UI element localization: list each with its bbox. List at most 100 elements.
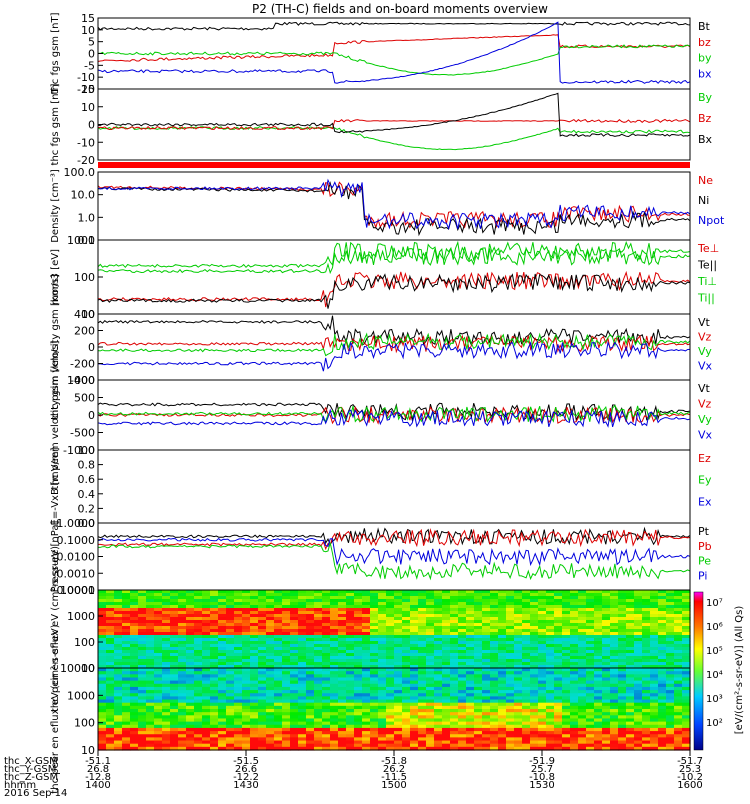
heatmap-cell <box>490 644 499 648</box>
series-line-Bt <box>97 21 691 31</box>
heatmap-cell <box>298 647 307 651</box>
heatmap-cell <box>306 644 315 648</box>
heatmap-cell <box>242 721 251 726</box>
heatmap-cell <box>178 696 187 701</box>
heatmap-cell <box>450 614 459 618</box>
y-tick-label: 0.0010 <box>57 567 96 580</box>
heatmap-cell <box>170 614 179 618</box>
heatmap-cell <box>490 686 499 691</box>
heatmap-cell <box>466 680 475 685</box>
heatmap-cell <box>122 653 131 657</box>
heatmap-cell <box>170 686 179 691</box>
heatmap-cell <box>498 659 507 663</box>
heatmap-cell <box>530 593 539 597</box>
heatmap-cell <box>154 731 163 735</box>
heatmap-cell <box>554 623 563 627</box>
heatmap-cell <box>362 620 371 624</box>
heatmap-cell <box>610 614 619 618</box>
heatmap-cell <box>202 599 211 603</box>
heatmap-cell <box>146 626 155 630</box>
heatmap-cell <box>242 596 251 600</box>
heatmap-cell <box>234 659 243 663</box>
heatmap-cell <box>386 611 395 615</box>
heatmap-cell <box>538 715 547 720</box>
heatmap-cell <box>114 702 123 707</box>
heatmap-cell <box>274 696 283 701</box>
heatmap-cell <box>338 593 347 597</box>
heatmap-cell <box>138 590 147 594</box>
heatmap-cell <box>530 671 539 675</box>
heatmap-cell <box>330 731 339 735</box>
heatmap-cell <box>634 690 643 694</box>
heatmap-cell <box>626 677 635 682</box>
heatmap-cell <box>330 626 339 630</box>
heatmap-cell <box>194 647 203 651</box>
heatmap-cell <box>490 638 499 642</box>
heatmap-cell <box>482 721 491 726</box>
heatmap-cell <box>426 620 435 624</box>
heatmap-cell <box>626 611 635 615</box>
heatmap-cell <box>514 674 523 679</box>
heatmap-cell <box>610 647 619 651</box>
heatmap-cell <box>106 718 115 723</box>
heatmap-cell <box>434 632 443 636</box>
heatmap-cell <box>658 674 667 679</box>
heatmap-cell <box>322 740 331 745</box>
heatmap-cell <box>546 638 555 642</box>
heatmap-cell <box>618 696 627 701</box>
heatmap-cell <box>674 677 683 682</box>
heatmap-cell <box>602 599 611 603</box>
heatmap-cell <box>290 653 299 657</box>
heatmap-cell <box>658 665 667 669</box>
heatmap-cell <box>98 696 107 701</box>
heatmap-cell <box>274 626 283 630</box>
heatmap-cell <box>290 705 299 710</box>
heatmap-cell <box>298 590 307 594</box>
heatmap-cell <box>194 721 203 726</box>
heatmap-cell <box>298 727 307 732</box>
heatmap-cell <box>298 632 307 636</box>
heatmap-cell <box>122 659 131 663</box>
y-axis-label: thc peir en eflux eV (cm²-s-sr-eV) <box>50 546 61 712</box>
heatmap-cell <box>234 668 243 672</box>
heatmap-cell <box>290 590 299 594</box>
heatmap-cell <box>682 599 691 603</box>
heatmap-cell <box>554 611 563 615</box>
heatmap-cell <box>170 608 179 612</box>
heatmap-cell <box>394 743 403 748</box>
heatmap-cell <box>122 740 131 745</box>
heatmap-cell <box>682 696 691 701</box>
heatmap-cell <box>514 671 523 675</box>
heatmap-cell <box>362 693 371 697</box>
heatmap-cell <box>258 614 267 618</box>
heatmap-cell <box>314 599 323 603</box>
heatmap-cell <box>218 650 227 654</box>
heatmap-cell <box>570 596 579 600</box>
heatmap-cell <box>162 596 171 600</box>
heatmap-cell <box>666 696 675 701</box>
heatmap-cell <box>130 737 139 742</box>
heatmap-cell <box>418 709 427 713</box>
heatmap-cell <box>106 668 115 672</box>
heatmap-cell <box>258 590 267 594</box>
heatmap-cell <box>618 677 627 682</box>
heatmap-cell <box>130 662 139 666</box>
heatmap-cell <box>170 617 179 621</box>
heatmap-cell <box>106 690 115 694</box>
heatmap-cell <box>490 647 499 651</box>
heatmap-cell <box>122 662 131 666</box>
heatmap-cell <box>418 683 427 688</box>
heatmap-cell <box>586 705 595 710</box>
heatmap-cell <box>354 659 363 663</box>
heatmap-cell <box>418 629 427 633</box>
heatmap-cell <box>666 620 675 624</box>
heatmap-cell <box>106 743 115 748</box>
heatmap-cell <box>570 593 579 597</box>
heatmap-cell <box>354 629 363 633</box>
heatmap-cell <box>194 644 203 648</box>
heatmap-cell <box>586 724 595 729</box>
heatmap-cell <box>474 721 483 726</box>
heatmap-cell <box>202 680 211 685</box>
heatmap-cell <box>298 696 307 701</box>
